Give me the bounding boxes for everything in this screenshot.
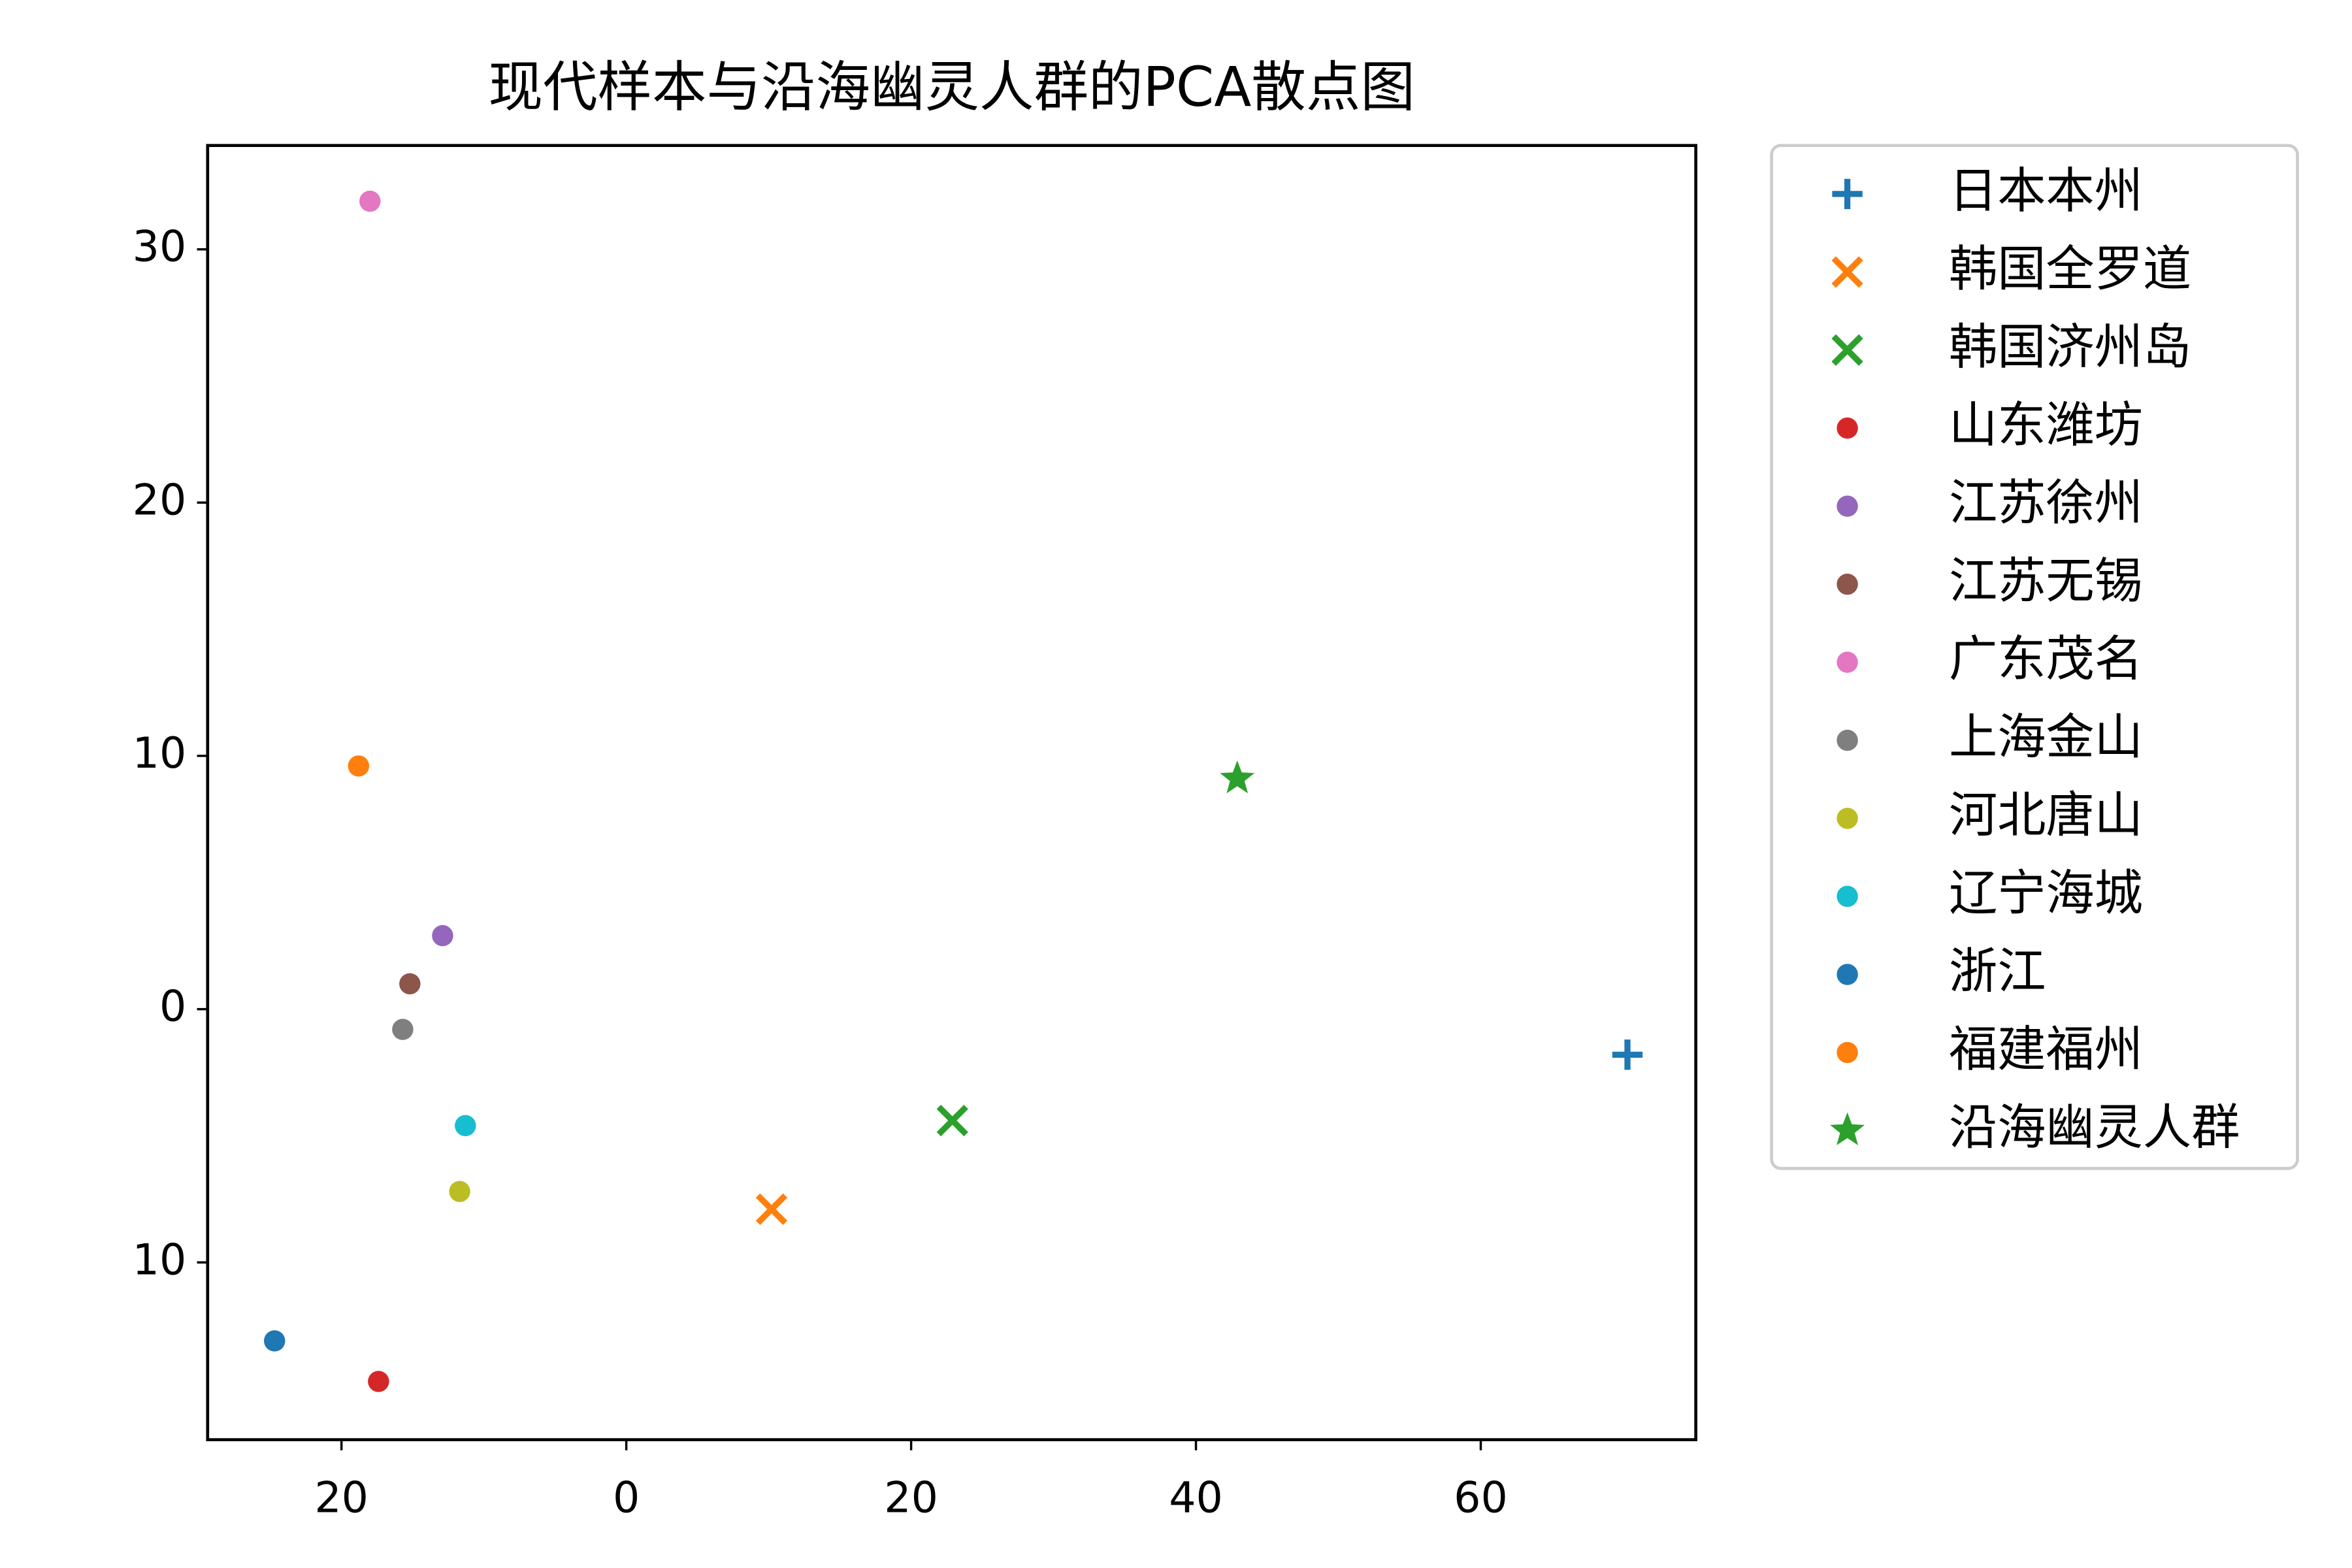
legend-label: 福建福州 xyxy=(1949,1021,2143,1077)
point xyxy=(936,1104,968,1137)
legend-label: 广东茂名 xyxy=(1949,630,2143,687)
legend-symbol xyxy=(1837,808,1858,829)
y-tick-label: 10 xyxy=(133,729,187,778)
legend-symbol xyxy=(1837,729,1858,751)
y-tick-label: 10 xyxy=(133,1235,187,1284)
point xyxy=(755,1193,788,1225)
x-tick-label: 20 xyxy=(314,1473,368,1522)
legend-symbol xyxy=(1837,651,1858,673)
legend-label: 日本本州 xyxy=(1949,162,2143,219)
legend-label: 辽宁海城 xyxy=(1949,865,2143,922)
legend-label: 上海金山 xyxy=(1949,709,2143,766)
legend-symbol xyxy=(1832,178,1863,210)
legend-label: 沿海幽灵人群 xyxy=(1949,1099,2240,1156)
point xyxy=(359,190,381,212)
legend-label: 山东潍坊 xyxy=(1949,397,2143,453)
legend-symbol xyxy=(1831,256,1863,288)
legend-box xyxy=(1770,144,2299,1170)
legend-label: 韩国全罗道 xyxy=(1949,240,2191,297)
point xyxy=(432,924,453,947)
legend-symbol xyxy=(1837,417,1858,439)
point xyxy=(348,755,370,777)
legend-symbol xyxy=(1837,1041,1858,1064)
legend-symbol xyxy=(1837,573,1858,595)
legend-symbol xyxy=(1831,334,1863,366)
x-tick-label: 60 xyxy=(1454,1473,1508,1522)
point xyxy=(399,973,421,995)
legend-label: 江苏徐州 xyxy=(1949,474,2143,531)
point xyxy=(1612,1039,1643,1070)
x-tick-label: 40 xyxy=(1169,1473,1223,1522)
x-tick-label: 20 xyxy=(884,1473,938,1522)
point xyxy=(1220,760,1255,794)
legend-label: 韩国济州岛 xyxy=(1949,318,2191,375)
y-tick-label: 30 xyxy=(133,223,187,272)
legend-label: 浙江 xyxy=(1949,943,2046,1000)
x-tick-label: 0 xyxy=(613,1473,640,1522)
point xyxy=(455,1115,476,1137)
legend-symbol xyxy=(1830,1112,1865,1145)
legend-symbol xyxy=(1837,964,1858,985)
point xyxy=(368,1371,389,1392)
y-tick-label: 0 xyxy=(159,983,186,1032)
y-tick-label: 20 xyxy=(133,476,187,525)
point xyxy=(449,1181,470,1202)
chart-title: 现代样本与沿海幽灵人群的PCA散点图 xyxy=(489,55,1415,119)
point xyxy=(263,1330,286,1352)
legend-symbol xyxy=(1837,495,1858,517)
legend-label: 河北唐山 xyxy=(1949,787,2143,843)
point xyxy=(392,1019,414,1040)
legend-symbol xyxy=(1837,885,1858,907)
legend-label: 江苏无锡 xyxy=(1949,553,2143,610)
plot-frame xyxy=(206,144,1697,1441)
